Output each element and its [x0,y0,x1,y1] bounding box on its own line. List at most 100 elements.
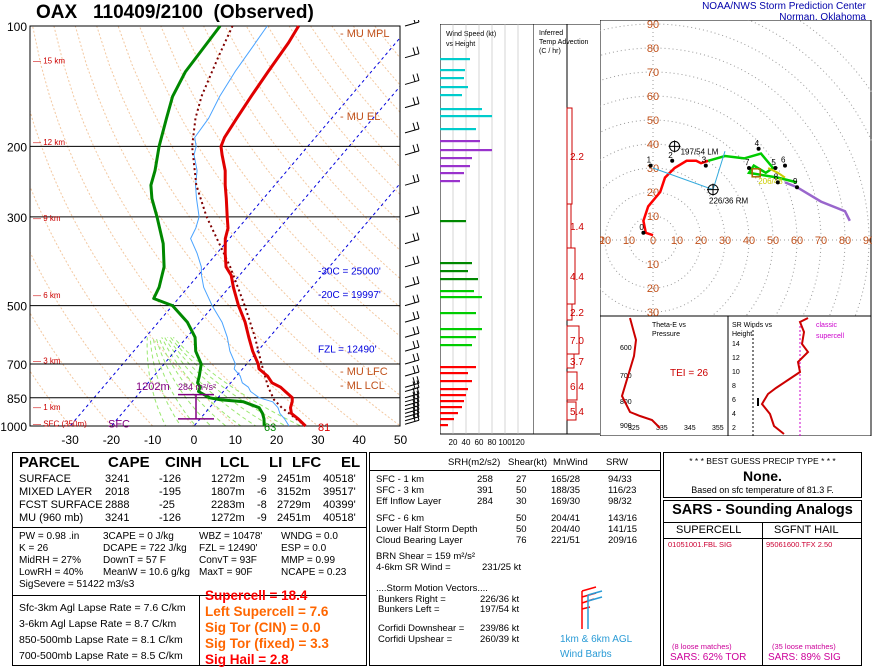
temp-tick-label: -30 [61,433,79,447]
barb-staff [404,150,420,156]
wind-speed-bar [440,418,454,421]
precip-type-panel: * * * BEST GUESS PRECIP TYPE * * * None.… [663,452,862,498]
height-marker [773,166,778,170]
wind-speed-bar [440,86,468,89]
sr-wind-label: 4-6km SR Wind = [376,562,451,573]
height-marker-label: 7 [745,158,750,167]
wind-barb [404,394,420,407]
left-mover-label: 197/54 LM [681,147,719,156]
parcel-cell: 40399' [323,499,356,511]
parcel-cell: -9 [257,512,267,524]
wind-barb [404,255,420,268]
parcel-row: MU (960 mb) 3241 -126 1272m -9 2451m 40518' [19,512,363,525]
dry-adiabat [181,26,400,308]
index-value: FZL = 12490' [199,543,258,554]
wind-barb [404,380,420,393]
kinematics-cell: 169/30 [551,496,581,507]
right-mover-label: 226/36 RM [709,197,748,206]
barb-flag [417,20,420,23]
col-lfc: LFC [292,454,322,471]
wind-speed-bar [440,372,468,375]
wind-speed-bar [440,77,464,80]
kinematics-content: SRH(m2/s2) Shear(kt) MnWind SRW SFC - 1 km 25… [370,453,660,665]
hodo-trace-3-6km [707,152,798,184]
barb-flag [416,398,420,406]
height-axis-label: 12 [732,355,740,362]
temp-tick-label: 30 [311,433,325,447]
left-mover-cross [668,140,681,153]
wind-barb [404,326,420,338]
barb-staff [404,262,420,268]
panel-title: Wind Speed (kt) [446,31,496,38]
wind-speed-bar [440,366,476,369]
lapse-rates: Sfc-3km Agl Lapse Rate = 7.6 C/km 3-6km A… [19,600,186,664]
parcel-cell: 2018 [105,486,130,498]
x-axis-label: 70 [815,235,827,247]
dry-adiabat [30,312,113,426]
speed-axis-label: 60 [475,438,484,447]
advection-value: 5.4 [570,407,584,418]
panel-title: SR Winds vs [732,322,773,329]
barb-flag [416,294,420,302]
storm-motion-title: ....Storm Motion Vectors.... [376,583,488,594]
mean-wind-label: 206/48 [758,177,783,186]
dry-adiabat [117,26,400,396]
dry-adiabat [245,26,400,223]
wind-barb [404,121,420,134]
height-marker [648,163,653,168]
height-axis-label: 6 [732,397,736,404]
hodograph: 1020304050607080901001103020100102030405… [600,20,872,316]
kinematics-cell: Cloud Bearing Layer [376,535,463,546]
theta-axis-label: 355 [712,425,724,432]
col-lcl: LCL [220,454,250,471]
speed-axis-label: 100 [498,438,512,447]
kinematics-cell: 98/32 [608,496,632,507]
index-value: WNDG = 0.0 [281,531,338,542]
col-parcel: PARCEL [19,454,80,471]
index-value: PW = 0.98 .in [19,531,80,542]
wind-speed-bar [440,344,472,347]
advection-bar [566,353,575,369]
barb-flag [412,144,416,153]
barb-staff [404,387,420,393]
kinematics-cell: 94/33 [608,474,632,485]
parcel-cell: SURFACE [19,473,71,485]
mean-wind-marker [751,168,761,178]
advection-bar [566,401,577,421]
height-label: — 9 km [33,214,61,223]
corfidi-up-value: 260/39 kt [480,634,520,645]
barb-flag [416,121,420,130]
wind-barb-6km [587,590,603,629]
parcel-cell: 3152m [277,486,311,498]
temp-advection-panel: Inferred Temp Advection (C / hr) 2.2 1.4 4.4 2… [533,24,602,435]
wind-barb [404,386,420,399]
lapse-rate: 700-500mb Lapse Rate = 8.5 C/km [19,650,183,662]
wind-barb [404,352,420,365]
wind-speed-panel: Wind Speed (kt) vs Height 20 40 60 80 100 120 [440,24,537,447]
height-label: — 12 km [33,138,65,147]
sars-col1-header: SUPERCELL [676,524,742,536]
height-marker [775,180,780,185]
x-axis-label: 90 [863,235,872,247]
index-value: SigSevere = 51422 m3/s3 [19,579,135,590]
wind-speed-bar [440,165,470,168]
barb-flag [416,340,420,348]
height-marker-label: 5 [771,158,776,167]
kinematics-cell: 141/15 [608,524,638,535]
index-value: ESP = 0.0 [281,543,327,554]
barb-staff [404,180,420,186]
panel-title: Inferred [539,30,563,37]
severe-parameter: Left Supercell = 7.6 [205,604,329,619]
barb-flag [412,399,416,407]
parcel-table-header: PARCEL CAPE CINH LCL LI LFC EL [19,454,363,471]
wind-speed-bar [440,58,470,61]
height-marker-label: 6 [781,156,786,165]
skew-t-diagram: 100 200 300 500 700 850 1000 -30 -20 -10 0 10 20 30 40… [0,20,420,447]
parcel-cell: 40518' [323,473,356,485]
moist-adiabat [164,337,257,426]
barb-flag [416,96,420,104]
sfc-label: SFC [108,418,130,430]
height-axis-label: 8 [732,383,736,390]
height-marker-label: 9 [793,177,798,186]
ring-label: 20 [647,283,659,295]
